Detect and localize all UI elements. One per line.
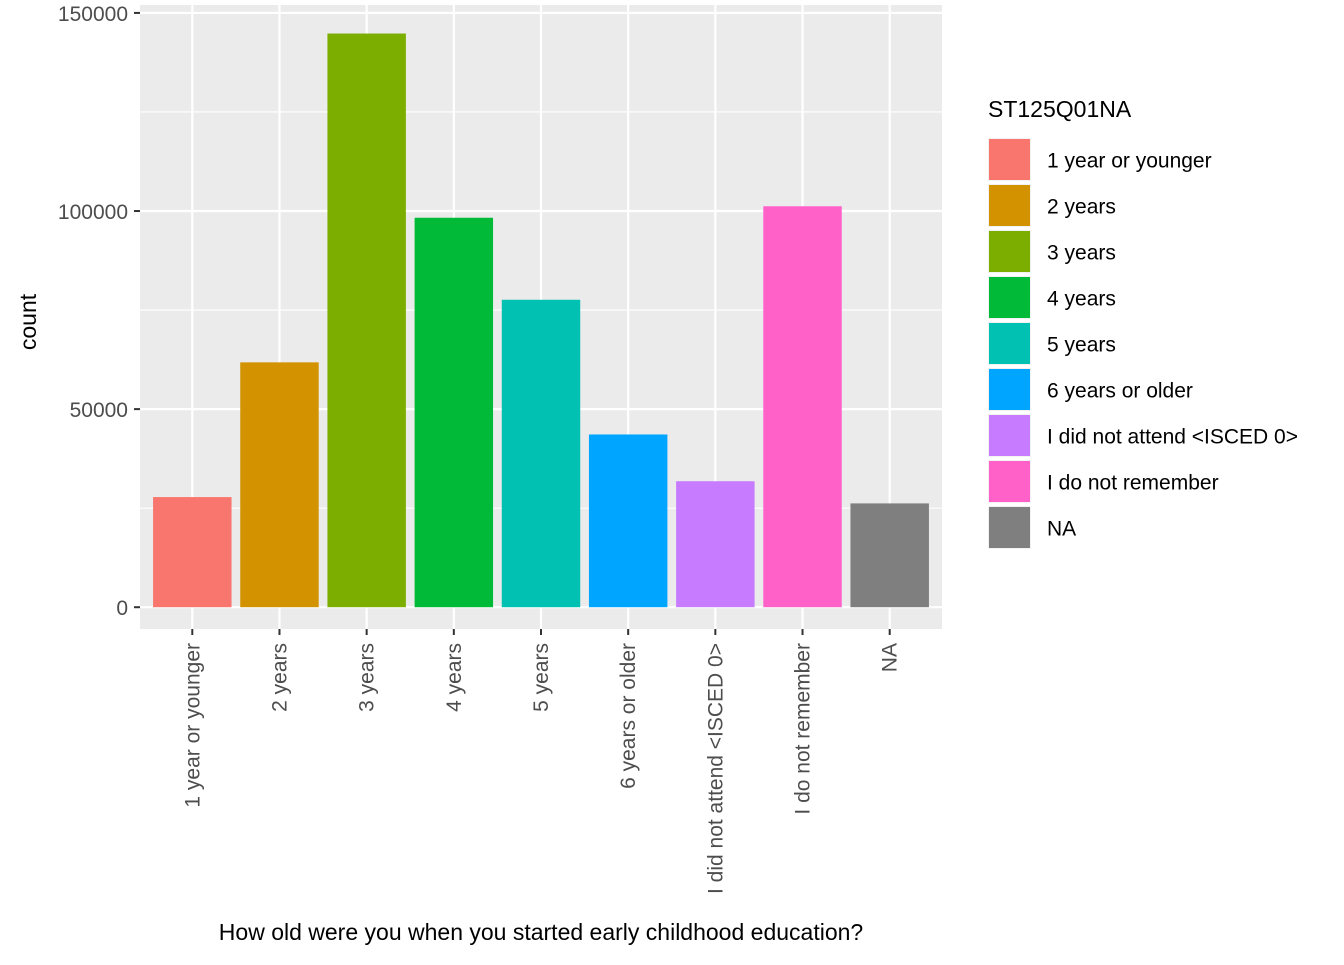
- y-axis-label: count: [15, 293, 41, 350]
- legend-swatch: [989, 461, 1030, 502]
- legend-entry-label: I do not remember: [1047, 472, 1219, 495]
- x-tick-label: 5 years: [530, 643, 553, 712]
- legend: ST125Q01NA 1 year or younger 2 years 3 yea…: [988, 96, 1298, 549]
- x-tick-label: 4 years: [443, 643, 466, 712]
- legend-swatch: [989, 231, 1030, 272]
- legend-swatch: [989, 369, 1030, 410]
- bar: [763, 206, 842, 608]
- legend-entry-label: 6 years or older: [1047, 380, 1193, 403]
- legend-swatch: [989, 139, 1030, 180]
- legend-title: ST125Q01NA: [988, 96, 1132, 122]
- bar: [850, 503, 929, 608]
- y-tick-label: 0: [116, 597, 128, 620]
- legend-entry-label: 3 years: [1047, 242, 1116, 265]
- legend-swatch: [989, 323, 1030, 364]
- bar: [327, 33, 406, 608]
- x-tick-label: I do not remember: [792, 643, 815, 815]
- legend-entry-label: I did not attend <ISCED 0>: [1047, 426, 1298, 449]
- legend-entry-label: NA: [1047, 518, 1076, 541]
- y-tick-label: 150000: [58, 3, 128, 26]
- x-tick-label: I did not attend <ISCED 0>: [704, 643, 727, 894]
- bars: [153, 33, 929, 608]
- legend-swatch: [989, 277, 1030, 318]
- legend-entry-label: 4 years: [1047, 288, 1116, 311]
- legend-entry-label: 1 year or younger: [1047, 150, 1212, 173]
- y-tick-label: 50000: [70, 399, 128, 422]
- legend-swatch: [989, 415, 1030, 456]
- bar: [588, 434, 668, 608]
- bar: [153, 497, 232, 608]
- bar: [501, 299, 581, 608]
- bar: [676, 481, 755, 608]
- bar: [240, 362, 319, 608]
- x-axis-label: How old were you when you started early …: [219, 919, 863, 945]
- bar: [414, 217, 494, 608]
- x-tick-label: 3 years: [356, 643, 379, 712]
- y-axis: 0 50000 100000 150000: [58, 3, 140, 620]
- legend-entry-label: 5 years: [1047, 334, 1116, 357]
- x-tick-label: NA: [879, 643, 902, 672]
- x-axis: 1 year or younger 2 years 3 years 4 years 5 …: [181, 629, 902, 894]
- legend-swatch: [989, 185, 1030, 226]
- x-tick-label: 1 year or younger: [181, 643, 204, 808]
- legend-swatch: [989, 507, 1030, 548]
- y-tick-label: 100000: [58, 201, 128, 224]
- x-tick-label: 6 years or older: [617, 643, 640, 789]
- legend-entry-label: 2 years: [1047, 196, 1116, 219]
- x-tick-label: 2 years: [268, 643, 291, 712]
